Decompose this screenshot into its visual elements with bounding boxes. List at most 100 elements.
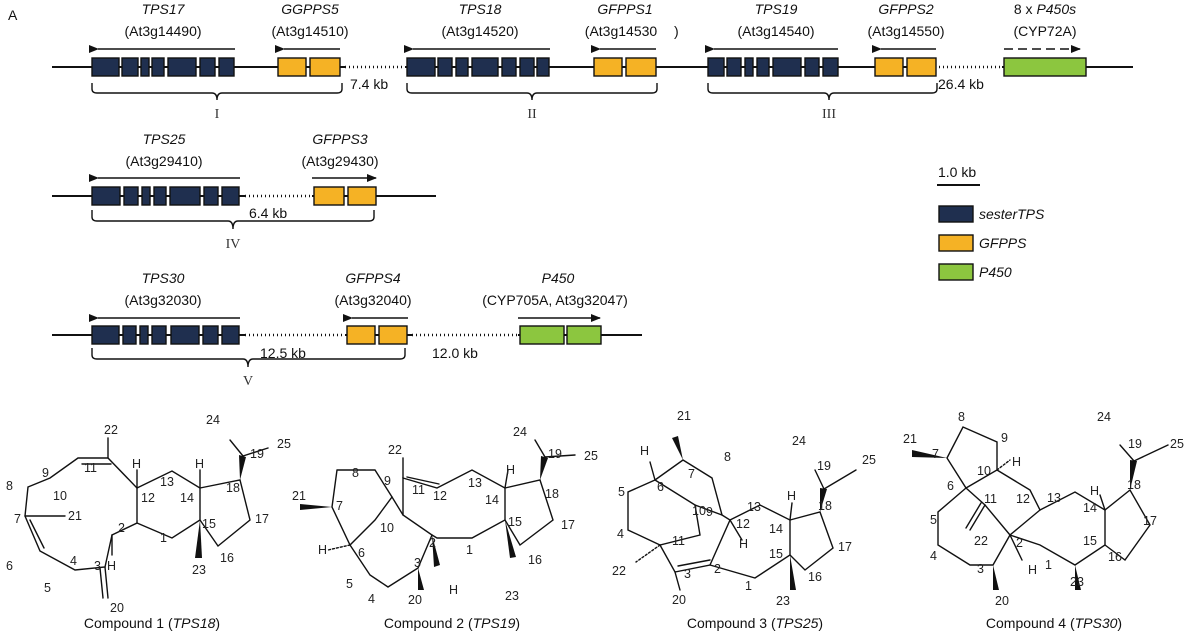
cluster-brace-ii	[406, 83, 658, 101]
c1-atom-14: 14	[180, 491, 194, 505]
c2-atom-h14: H	[506, 463, 515, 477]
c2-atom-5: 5	[346, 577, 353, 591]
c1-atom-19: 19	[250, 447, 264, 461]
c1-atom-20: 20	[110, 601, 124, 615]
c2-atom-h2: H	[449, 583, 458, 597]
c4-atom-8: 8	[958, 410, 965, 424]
c3-atom-21: 21	[677, 409, 691, 423]
tps18-label: TPS18	[459, 1, 502, 17]
c2-atom-23: 23	[505, 589, 519, 603]
gfpps3-id: (At3g29430)	[301, 153, 378, 169]
compound-2-structure: 22 11 12 13 9 8 7 21 10 6 5 4 3 20 2 1 1…	[292, 425, 598, 607]
c2-atom-h6: H	[318, 543, 327, 557]
c1-atom-h12: H	[132, 457, 141, 471]
c2-atom-12: 12	[433, 489, 447, 503]
c4-atom-17: 17	[1143, 514, 1157, 528]
c1-atom-13: 13	[160, 475, 174, 489]
compound-1-caption: Compound 1 (TPS18)	[84, 615, 220, 631]
c2-atom-4: 4	[368, 592, 375, 606]
c3-atom-19: 19	[817, 459, 831, 473]
c4-atom-16: 16	[1108, 550, 1122, 564]
c1-atom-21: 21	[68, 509, 82, 523]
c3-atom-14: 14	[769, 522, 783, 536]
c1-atom-8: 8	[6, 479, 13, 493]
ggpps5-label: GGPPS5	[281, 1, 339, 17]
c1-atom-18: 18	[226, 481, 240, 495]
tps17-id: (At3g14490)	[124, 23, 201, 39]
c2-atom-6: 6	[358, 546, 365, 560]
c2-atom-16: 16	[528, 553, 542, 567]
c2-atom-24: 24	[513, 425, 527, 439]
legend-label-gfpps: GFPPS	[979, 235, 1027, 251]
gfpps1-id: (At3g14530	[585, 23, 658, 39]
c1-atom-h2: H	[107, 559, 116, 573]
c3-atom-5: 5	[618, 485, 625, 499]
stray-parenthesis: )	[674, 23, 679, 39]
c1-atom-22: 22	[104, 423, 118, 437]
c3-atom-15: 15	[769, 547, 783, 561]
c4-atom-25: 25	[1170, 437, 1184, 451]
c4-atom-h14: H	[1090, 484, 1099, 498]
c1-atom-11: 11	[84, 461, 97, 475]
c3-atom-25: 25	[862, 453, 876, 467]
c4-atom-5: 5	[930, 513, 937, 527]
cluster-label-ii: II	[527, 107, 537, 122]
c3-atom-6: 6	[657, 480, 664, 494]
tps18-gene	[406, 57, 550, 77]
cluster-row-2: TPS25 (At3g29410) GFPPS3 (At3g29430) 6.4…	[52, 131, 436, 252]
c1-atom-15: 15	[202, 517, 216, 531]
tps25-gene	[91, 186, 240, 206]
tps25-label: TPS25	[143, 131, 186, 147]
c2-atom-3: 3	[414, 556, 421, 570]
cluster-brace-v	[91, 348, 406, 368]
c1-atom-16: 16	[220, 551, 234, 565]
c4-atom-20: 20	[995, 594, 1009, 608]
c2-atom-20: 20	[408, 593, 422, 607]
c3-atom-13: 13	[747, 500, 761, 514]
tps18-id: (At3g14520)	[441, 23, 518, 39]
c2-atom-19: 19	[548, 447, 562, 461]
compound-2-caption: Compound 2 (TPS19)	[384, 615, 520, 631]
p450-id: (CYP705A, At3g32047)	[482, 292, 628, 308]
c4-atom-2: 2	[1016, 536, 1023, 550]
c3-atom-23: 23	[776, 594, 790, 608]
cluster-brace-iv	[91, 210, 375, 230]
c1-atom-1: 1	[160, 531, 167, 545]
tps19-label: TPS19	[755, 1, 798, 17]
c1-atom-17: 17	[255, 512, 269, 526]
cluster-brace-i	[91, 83, 343, 101]
tps19-id: (At3g14540)	[737, 23, 814, 39]
c3-atom-12: 12	[736, 517, 750, 531]
c3-atom-1: 1	[745, 579, 752, 593]
c1-atom-3: 3	[94, 559, 101, 573]
c4-atom-14: 14	[1083, 501, 1097, 515]
p450-cyp705a-gene	[519, 325, 602, 345]
cluster-row-3: TPS30 (At3g32030) GFPPS4 (At3g32040) P45…	[52, 270, 642, 389]
compound-3-structure: 21 7 8 H 6 5 9 10 4 11 22 3 20 2 1 12 H …	[612, 409, 876, 608]
gfpps1-label: GFPPS1	[597, 1, 652, 17]
gfpps2-label: GFPPS2	[878, 1, 933, 17]
gfpps3-gene	[313, 186, 377, 206]
tps30-id: (At3g32030)	[124, 292, 201, 308]
c4-atom-11: 11	[984, 492, 997, 506]
c3-atom-7: 7	[688, 467, 695, 481]
c1-atom-7: 7	[14, 512, 21, 526]
legend-swatch-sestertps	[938, 205, 974, 223]
p450s-id: (CYP72A)	[1013, 23, 1076, 39]
c1-atom-9: 9	[42, 466, 49, 480]
c4-atom-22: 22	[974, 534, 988, 548]
c4-atom-6: 6	[947, 479, 954, 493]
c1-atom-6: 6	[6, 559, 13, 573]
gap-label-6-4kb: 6.4 kb	[249, 205, 287, 221]
c1-atom-4: 4	[70, 554, 77, 568]
c4-atom-19: 19	[1128, 437, 1142, 451]
gfpps4-label: GFPPS4	[345, 270, 400, 286]
compound-1-structure: 22 11 9 10 8 7 21 6 5 4 3 20 2 12 13 14 …	[6, 413, 291, 615]
c4-atom-1: 1	[1045, 558, 1052, 572]
cluster-label-v: V	[243, 374, 253, 389]
gfpps3-label: GFPPS3	[312, 131, 367, 147]
c2-atom-18: 18	[545, 487, 559, 501]
panel-label: A	[8, 7, 18, 23]
c3-atom-16: 16	[808, 570, 822, 584]
